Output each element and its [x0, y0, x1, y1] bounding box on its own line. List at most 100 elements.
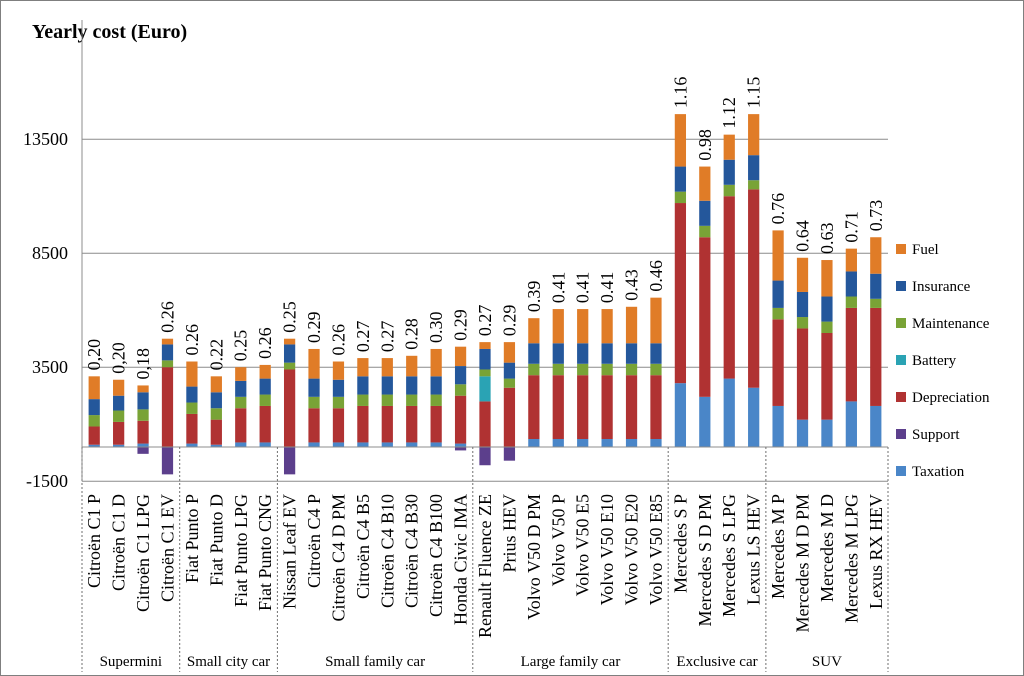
- bar-segment-fuel: [503, 342, 516, 363]
- bar-segment-taxation: [454, 443, 467, 447]
- bar-segment-depreciation: [479, 401, 491, 447]
- category-label: Volvo V50 E10: [597, 494, 617, 605]
- bar-segment-fuel: [674, 114, 687, 167]
- bar-segment-insurance: [406, 376, 418, 395]
- bar-segment-maintenance: [235, 396, 247, 409]
- bar-value-label: 0.25: [280, 301, 300, 333]
- bar-value-label: 0,20: [84, 339, 104, 371]
- legend-label: Battery: [912, 353, 957, 369]
- bar-segment-depreciation: [430, 405, 442, 443]
- legend-swatch-battery: [896, 355, 906, 365]
- bar-segment-fuel: [601, 309, 613, 344]
- bar-segment-maintenance: [308, 396, 320, 409]
- category-label: Volvo V50 E20: [622, 494, 642, 605]
- bar-segment-maintenance: [699, 225, 711, 238]
- bar-segment-insurance: [454, 366, 467, 385]
- bar-segment-taxation: [625, 439, 638, 447]
- category-label: Lexus LS HEV: [744, 494, 764, 605]
- bar-value-label: 0.29: [499, 305, 519, 337]
- bar-segment-taxation: [235, 442, 247, 447]
- category-label: Lexus RX HEV: [866, 494, 886, 609]
- bar-segment-maintenance: [210, 408, 222, 420]
- bar-value-label: 0.64: [793, 220, 813, 252]
- bar-segment-fuel: [161, 338, 174, 345]
- legend-swatch-taxation: [896, 466, 906, 476]
- legend-label: Support: [912, 427, 960, 443]
- bar-segment-insurance: [161, 344, 174, 361]
- group-labels: Supermini Small city car Small family car L…: [81, 447, 889, 672]
- legend-label: Taxation: [912, 464, 965, 480]
- bar-segment-maintenance: [650, 363, 662, 376]
- bar-value-label: 0,20: [109, 342, 129, 374]
- bar-segment-taxation: [88, 444, 100, 447]
- bar-segment-fuel: [552, 309, 564, 344]
- bar-segment-insurance: [796, 291, 809, 318]
- bar-segment-depreciation: [161, 367, 174, 447]
- bar-segment-support: [479, 447, 491, 466]
- bar-segment-insurance: [625, 343, 638, 364]
- bar-segment-fuel: [283, 338, 296, 345]
- bar-value-label: 0.76: [768, 193, 788, 225]
- bar-segment-maintenance: [332, 396, 345, 409]
- bar-segment-maintenance: [552, 363, 564, 376]
- bar-segment-taxation: [650, 439, 662, 447]
- legend-swatch-insurance: [896, 281, 906, 291]
- bar-segment-fuel: [796, 257, 809, 292]
- bar-segment-maintenance: [503, 378, 516, 388]
- bar-segment-depreciation: [625, 375, 638, 440]
- bar-segment-insurance: [577, 343, 589, 364]
- bar-segment-insurance: [235, 380, 247, 397]
- bar-value-label: 0.22: [206, 339, 226, 371]
- y-tick-label: 13500: [23, 129, 68, 149]
- y-axis-ticks: -1500 3500 8500 13500: [23, 129, 68, 491]
- category-label: Citroën C1 LPG: [133, 494, 153, 612]
- category-label: Fiat Punto CNG: [255, 494, 275, 611]
- bar-value-label: 0.39: [524, 281, 544, 313]
- category-label: Mercedes S LPG: [719, 494, 739, 617]
- category-label: Renault Fluence ZE: [475, 494, 495, 638]
- bar-segment-insurance: [674, 166, 687, 192]
- bar-segment-maintenance: [259, 394, 271, 406]
- bar-segment-insurance: [381, 376, 393, 395]
- bar-value-label: 0.27: [475, 305, 495, 337]
- bar-segment-maintenance: [870, 298, 882, 308]
- category-label: Mercedes S D PM: [695, 494, 715, 627]
- bars: [88, 114, 882, 475]
- bar-segment-battery: [479, 376, 491, 402]
- bar-value-label: 0.25: [231, 330, 251, 362]
- bar-segment-fuel: [748, 114, 760, 156]
- bar-segment-depreciation: [235, 408, 247, 443]
- bar-segment-insurance: [699, 200, 711, 226]
- y-tick-label: 3500: [32, 357, 68, 377]
- bar-segment-taxation: [748, 387, 760, 447]
- bar-value-label: 0.26: [157, 301, 177, 333]
- bar-segment-support: [161, 447, 174, 475]
- bar-value-label: 0.26: [328, 324, 348, 356]
- bar-value-label: 0.63: [817, 223, 837, 255]
- group-label: Large family car: [521, 654, 621, 670]
- bar-segment-maintenance: [674, 191, 687, 204]
- bar-segment-insurance: [430, 376, 442, 395]
- bar-segment-fuel: [88, 376, 100, 400]
- legend-label: Fuel: [912, 242, 939, 258]
- bar-segment-fuel: [772, 230, 784, 281]
- bar-segment-depreciation: [503, 387, 516, 447]
- bar-segment-taxation: [796, 419, 809, 447]
- bar-segment-fuel: [699, 166, 711, 201]
- chart-title: Yearly cost (Euro): [32, 21, 187, 43]
- bar-segment-depreciation: [699, 237, 711, 397]
- bar-segment-support: [503, 447, 516, 461]
- bar-value-label: 0.28: [402, 318, 422, 350]
- bar-segment-fuel: [259, 364, 271, 379]
- bar-segment-insurance: [332, 379, 345, 397]
- bar-segment-taxation: [674, 383, 687, 447]
- group-label: Small family car: [325, 654, 425, 670]
- bar-value-label: 0.27: [377, 321, 397, 353]
- bar-segment-depreciation: [748, 189, 760, 388]
- bar-segment-depreciation: [88, 426, 100, 445]
- category-label: Nissan Leaf EV: [280, 494, 300, 609]
- bar-segment-fuel: [381, 358, 393, 377]
- category-label: Mercedes M D: [817, 494, 837, 602]
- bar-segment-taxation: [406, 442, 418, 447]
- bar-segment-fuel: [210, 376, 222, 393]
